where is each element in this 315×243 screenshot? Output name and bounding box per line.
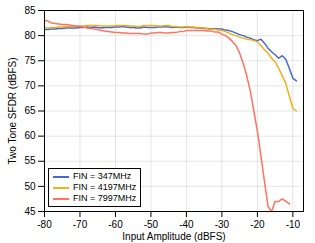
svg-text:-80: -80 [37,219,52,230]
svg-text:80: 80 [24,30,36,41]
svg-text:60: 60 [24,130,36,141]
svg-text:-50: -50 [144,219,159,230]
html-text:FIN = 4197MHz: FIN = 4197MHz [73,182,137,192]
html-text:FIN = 7997MHz: FIN = 7997MHz [73,193,137,203]
svg-text:-10: -10 [286,219,301,230]
svg-text:85: 85 [24,5,36,16]
svg-text:-20: -20 [250,219,265,230]
svg-text:55: 55 [24,155,36,166]
svg-text:70: 70 [24,80,36,91]
svg-text:-40: -40 [179,219,194,230]
svg-text:-30: -30 [215,219,230,230]
svg-text:45: 45 [24,206,36,217]
svg-text:50: 50 [24,181,36,192]
svg-text:-60: -60 [108,219,123,230]
svg-text:75: 75 [24,55,36,66]
svg-text:Two Tone SFDR (dBFS): Two Tone SFDR (dBFS) [7,57,18,164]
html-text:FIN = 347MHz: FIN = 347MHz [73,171,132,181]
svg-text:65: 65 [24,105,36,116]
svg-text:-70: -70 [73,219,88,230]
svg-text:Input Amplitude (dBFS): Input Amplitude (dBFS) [122,231,225,242]
